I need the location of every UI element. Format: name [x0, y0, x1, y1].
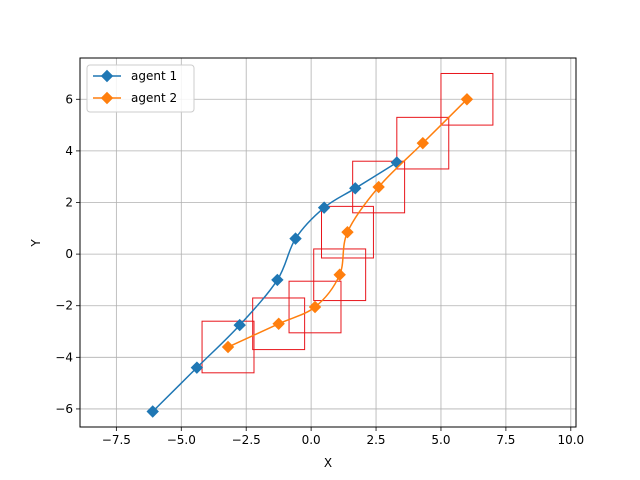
x-tick-label: 2.5 — [366, 433, 385, 447]
legend-marker-agent-1 — [100, 69, 114, 83]
legend-label-agent-1: agent 1 — [131, 69, 177, 83]
x-tick-label: −2.5 — [232, 433, 261, 447]
y-tick-label: 0 — [65, 247, 73, 261]
agent-2-point — [341, 225, 354, 239]
y-tick-label: −6 — [55, 402, 73, 416]
plot-background — [80, 58, 576, 427]
legend-label-agent-2: agent 2 — [131, 91, 177, 105]
y-axis-label: Y — [29, 239, 43, 248]
series-layer — [146, 93, 474, 418]
legend-marker-agent-2 — [100, 91, 114, 105]
agent-2-box — [440, 72, 494, 126]
agent-2-point — [308, 300, 322, 314]
y-tick-label: −4 — [55, 350, 73, 364]
x-axis-ticks: −7.5 −5.0 −2.5 0.0 2.5 5.0 7.5 10.0 — [102, 427, 584, 447]
x-tick-label: −7.5 — [102, 433, 131, 447]
agent-2-point — [416, 136, 429, 150]
y-tick-label: 6 — [65, 92, 73, 106]
agent-2-box — [288, 280, 342, 334]
series-agent-2 — [221, 93, 474, 354]
x-axis-label: X — [324, 456, 332, 470]
agent-1-point — [317, 201, 331, 214]
agent-2-point — [272, 317, 285, 330]
agent-2-point — [372, 180, 385, 194]
agent-1-point — [271, 273, 284, 287]
legend: agent 1 agent 2 — [86, 64, 195, 113]
agent-1-point — [289, 232, 302, 245]
plot-frame — [79, 57, 577, 428]
agent-2-point — [460, 93, 474, 106]
agent-1-point — [233, 318, 246, 332]
y-axis-ticks: −6 −4 −2 0 2 4 6 — [55, 92, 80, 416]
agent-2-box — [201, 320, 255, 374]
x-tick-label: −5.0 — [167, 433, 196, 447]
x-tick-label: 10.0 — [557, 433, 584, 447]
agent-2-box — [313, 248, 367, 302]
agent-1-point — [349, 182, 362, 195]
y-tick-label: 4 — [65, 144, 73, 158]
x-tick-label: 7.5 — [496, 433, 515, 447]
agent-1-point — [146, 405, 159, 418]
agent-2-box — [252, 297, 306, 351]
agent-2-point — [221, 340, 235, 354]
agent-2-point — [333, 268, 346, 281]
agent-1-point — [190, 361, 204, 374]
agent-2-box — [321, 205, 374, 259]
y-tick-label: −2 — [55, 299, 73, 313]
agent-2-box — [396, 116, 450, 170]
y-tick-label: 2 — [65, 196, 73, 210]
x-tick-label: 0.0 — [302, 433, 321, 447]
x-tick-label: 5.0 — [431, 433, 450, 447]
